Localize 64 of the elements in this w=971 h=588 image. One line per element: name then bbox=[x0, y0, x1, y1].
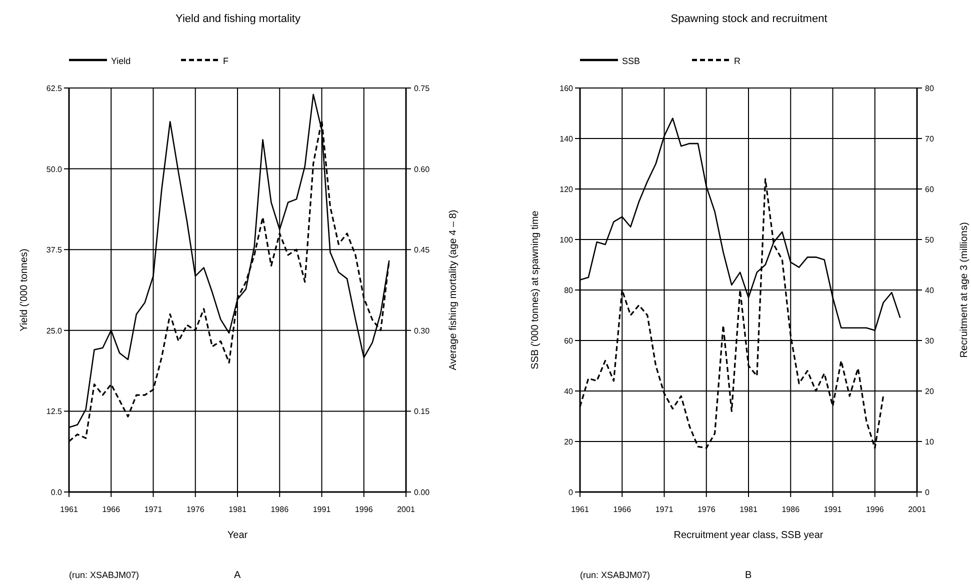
y-tick-label: 62.5 bbox=[46, 84, 63, 93]
x-tick-label: 1971 bbox=[144, 505, 163, 514]
text: A bbox=[234, 570, 241, 581]
y2-tick-label: 20 bbox=[925, 387, 934, 396]
y-tick-label: 120 bbox=[560, 185, 574, 194]
y-tick-label: 25.0 bbox=[46, 326, 63, 336]
x-tick-label: 1966 bbox=[613, 505, 632, 514]
y-tick-label: 80 bbox=[564, 286, 574, 295]
x-tick-label: 1986 bbox=[782, 505, 800, 514]
x-axis-title: Year bbox=[227, 530, 248, 541]
y-tick-label: 160 bbox=[560, 84, 574, 93]
x-tick-label: 1961 bbox=[60, 505, 78, 514]
y2-tick-label: 0.15 bbox=[414, 407, 430, 416]
x-tick-label: 1996 bbox=[354, 505, 374, 514]
x-tick-label: 1966 bbox=[102, 505, 121, 514]
y2-axis-title: Recruitment at age 3 (millions) bbox=[959, 222, 970, 358]
y2-tick-label: 0.30 bbox=[414, 326, 430, 336]
text: B bbox=[745, 570, 752, 581]
x-tick-label: 1996 bbox=[866, 505, 884, 514]
x-tick-label: 1976 bbox=[186, 505, 205, 514]
y2-tick-label: 60 bbox=[925, 185, 934, 194]
text: (run: XSABJM07) bbox=[580, 570, 650, 580]
y-tick-label: 20 bbox=[564, 438, 574, 446]
x-tick-label: 2001 bbox=[397, 505, 416, 514]
x-tick-label: 1976 bbox=[697, 505, 716, 514]
x-tick-label: 1961 bbox=[571, 505, 590, 514]
x-tick-label: 1986 bbox=[270, 505, 290, 514]
legend-label: SSB bbox=[622, 56, 640, 66]
legend-label: Yield bbox=[111, 56, 131, 66]
y-tick-label: 50.0 bbox=[46, 164, 63, 174]
y2-tick-label: 70 bbox=[925, 134, 934, 144]
text: (run: XSABJM07) bbox=[69, 570, 140, 580]
x-tick-label: 1981 bbox=[228, 505, 247, 514]
y-tick-label: 0.0 bbox=[50, 488, 63, 497]
y-tick-label: 37.5 bbox=[46, 246, 63, 255]
y2-tick-label: 0.00 bbox=[414, 488, 430, 497]
x-tick-label: 1991 bbox=[824, 505, 842, 514]
y2-tick-label: 0.75 bbox=[414, 84, 430, 93]
x-tick-label: 1991 bbox=[312, 505, 332, 514]
legend-label: R bbox=[734, 56, 741, 66]
y2-tick-label: 0.45 bbox=[414, 246, 430, 255]
y-tick-label: 0 bbox=[568, 488, 574, 497]
y2-axis-title: Average fishing mortality (age 4 – 8) bbox=[448, 210, 459, 370]
x-tick-label: 1971 bbox=[655, 505, 674, 514]
y2-tick-label: 80 bbox=[925, 84, 934, 93]
y-axis-title: Yield ('000 tonnes) bbox=[19, 248, 30, 332]
y-tick-label: 140 bbox=[560, 134, 574, 144]
y2-tick-label: 0 bbox=[925, 488, 930, 497]
y-tick-label: 40 bbox=[564, 387, 574, 396]
y2-tick-label: 30 bbox=[925, 336, 934, 346]
y2-tick-label: 0.60 bbox=[414, 164, 430, 174]
x-tick-label: 2001 bbox=[908, 505, 926, 514]
y-axis-title: SSB ('000 tonnes) at spawning time bbox=[530, 210, 541, 370]
chart-title: Spawning stock and recruitment bbox=[670, 13, 828, 25]
y-tick-label: 12.5 bbox=[46, 407, 63, 416]
y-tick-label: 100 bbox=[560, 236, 574, 244]
x-axis-title: Recruitment year class, SSB year bbox=[674, 530, 824, 541]
y2-tick-label: 40 bbox=[925, 286, 934, 295]
y-tick-label: 60 bbox=[564, 336, 574, 346]
legend-label: F bbox=[223, 56, 229, 66]
x-tick-label: 1981 bbox=[740, 505, 758, 514]
chart-title: Yield and fishing mortality bbox=[176, 13, 301, 25]
y2-tick-label: 10 bbox=[925, 438, 934, 446]
y2-tick-label: 50 bbox=[925, 236, 934, 244]
